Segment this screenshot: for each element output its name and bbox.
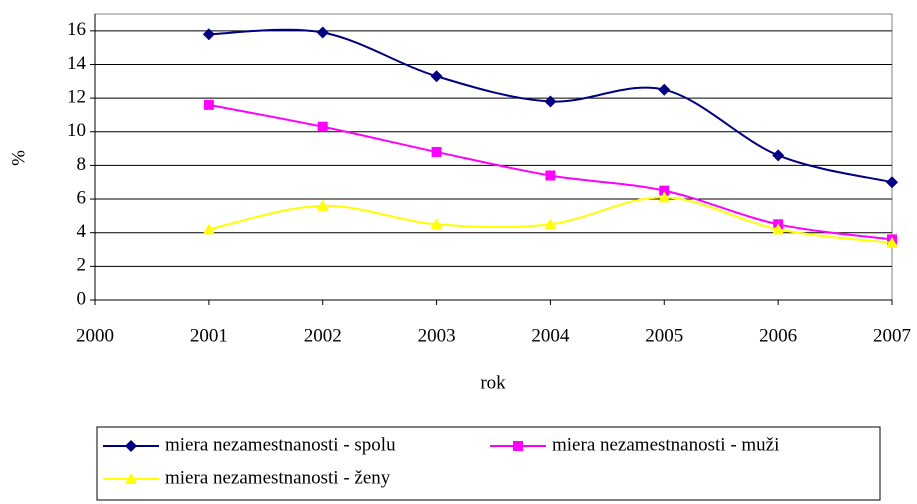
x-tick-label: 2006 (759, 325, 797, 346)
y-tick-label: 14 (67, 53, 87, 74)
y-tick-label: 2 (77, 255, 87, 276)
y-tick-label: 4 (77, 221, 87, 242)
marker (772, 149, 785, 162)
marker (431, 146, 442, 157)
y-tick-label: 10 (67, 120, 86, 141)
marker (544, 218, 557, 230)
marker (203, 99, 214, 110)
legend-label: miera nezamestnanosti - muži (552, 434, 779, 455)
marker (316, 26, 329, 39)
marker (202, 223, 215, 235)
marker (545, 170, 556, 181)
marker (659, 185, 670, 196)
x-tick-label: 2000 (76, 325, 114, 346)
marker (430, 70, 443, 83)
marker (430, 218, 443, 230)
marker (658, 191, 671, 203)
x-tick-label: 2007 (873, 325, 911, 346)
legend-marker (513, 441, 523, 451)
marker (886, 176, 898, 189)
marker (317, 121, 328, 132)
x-tick-label: 2001 (190, 325, 228, 346)
marker (544, 95, 557, 108)
plot-area (94, 13, 893, 301)
y-tick-label: 6 (77, 187, 87, 208)
legend-label: miera nezamestnanosti - ženy (165, 467, 391, 488)
x-tick-label: 2005 (645, 325, 683, 346)
marker (772, 223, 785, 235)
marker (886, 236, 898, 248)
marker (202, 28, 215, 41)
y-tick-label: 8 (77, 154, 87, 175)
x-tick-label: 2003 (418, 325, 456, 346)
legend-marker (125, 473, 137, 484)
x-tick-label: 2004 (531, 325, 570, 346)
y-tick-label: 0 (77, 288, 87, 309)
marker (316, 199, 329, 211)
marker (658, 83, 671, 96)
y-axis-label: % (8, 150, 29, 166)
y-tick-label: 12 (67, 86, 86, 107)
y-tick-label: 16 (67, 19, 86, 40)
x-axis-label: rok (480, 372, 506, 393)
legend (96, 426, 881, 501)
x-tick-label: 2002 (304, 325, 342, 346)
legend-label: miera nezamestnanosti - spolu (165, 434, 396, 455)
legend-marker (125, 440, 137, 452)
